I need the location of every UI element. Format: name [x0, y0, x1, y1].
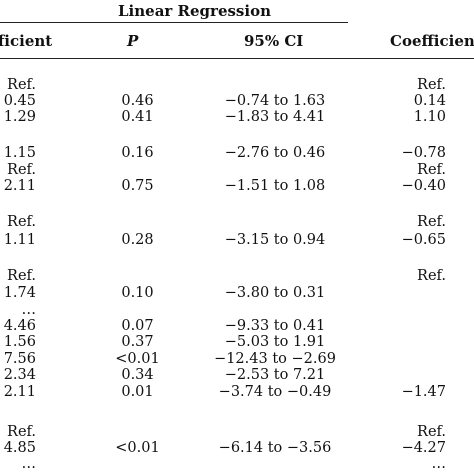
cell-coefficient-2: −0.40 [401, 178, 446, 194]
cell-ci: −2.76 to 0.46 [224, 145, 326, 161]
cell-coefficient-2: Ref. [417, 268, 446, 284]
group-header: Linear Regression [118, 2, 271, 20]
cell-ci: −6.14 to −3.56 [218, 440, 332, 456]
cell-ci: −12.43 to −2.69 [214, 351, 336, 367]
col-header-p: P [127, 32, 139, 50]
table-row: 0.45 0.46 −0.74 to 1.63 0.14 [0, 93, 474, 109]
cell-coefficient: Ref. [7, 77, 36, 93]
col-header-coefficient-2: Coefficient [390, 32, 474, 50]
cell-coefficient: Ref. [7, 268, 36, 284]
cell-coefficient: 7.56 [3, 351, 36, 367]
cell-coefficient: 2.11 [3, 178, 36, 194]
cell-coefficient-2: −1.47 [401, 384, 446, 400]
table-row: …… [0, 456, 474, 472]
cell-p-value: 0.07 [121, 318, 154, 334]
cell-ci: −1.51 to 1.08 [224, 178, 326, 194]
cell-p-value: <0.01 [115, 351, 160, 367]
cell-coefficient-2: 0.14 [413, 93, 446, 109]
cell-coefficient-2: … [431, 456, 447, 472]
table-row: Ref. Ref. [0, 162, 474, 178]
cell-p-value: 0.10 [121, 285, 154, 301]
header-rule [0, 22, 348, 23]
cell-p-value: 0.75 [121, 178, 154, 194]
cell-coefficient-2: Ref. [417, 424, 446, 440]
cell-ci: −3.15 to 0.94 [224, 232, 326, 248]
col-header-coefficient: fficient [0, 32, 53, 50]
cell-coefficient: … [21, 456, 37, 472]
cell-p-value: 0.28 [121, 232, 154, 248]
table-row: 1.74 0.10 −3.80 to 0.31 [0, 285, 474, 301]
cell-coefficient-2: Ref. [417, 214, 446, 230]
cell-ci: −0.74 to 1.63 [224, 93, 326, 109]
cell-coefficient: 1.15 [3, 145, 36, 161]
cell-ci: −2.53 to 7.21 [224, 367, 326, 383]
cell-p-value: 0.34 [121, 367, 154, 383]
cell-coefficient-2: −0.65 [401, 232, 446, 248]
table-row: 1.11 0.28 −3.15 to 0.94 −0.65 [0, 232, 474, 248]
cell-p-value: 0.46 [121, 93, 154, 109]
cell-coefficient: 2.11 [3, 384, 36, 400]
cell-coefficient: 1.11 [3, 232, 36, 248]
cell-ci: −9.33 to 0.41 [224, 318, 326, 334]
table-row: Ref. Ref. [0, 214, 474, 230]
cell-p-value: <0.01 [115, 440, 160, 456]
column-header-rule [0, 58, 474, 59]
table-row: 7.56 <0.01 −12.43 to −2.69 [0, 351, 474, 367]
cell-coefficient: … [21, 302, 37, 318]
cell-coefficient-2: Ref. [417, 77, 446, 93]
cell-p-value: 0.16 [121, 145, 154, 161]
cell-coefficient: 4.46 [3, 318, 36, 334]
cell-ci: −5.03 to 1.91 [224, 334, 326, 350]
cell-coefficient: 4.85 [3, 440, 36, 456]
cell-coefficient: 1.56 [3, 334, 36, 350]
cell-ci: −3.80 to 0.31 [224, 285, 326, 301]
table-row: 2.11 0.01 −3.74 to −0.49 −1.47 [0, 384, 474, 400]
table-row: Ref. Ref. [0, 268, 474, 284]
cell-coefficient: 2.34 [3, 367, 36, 383]
cell-ci: −3.74 to −0.49 [218, 384, 332, 400]
cell-p-value: 0.01 [121, 384, 154, 400]
cell-coefficient: Ref. [7, 214, 36, 230]
cell-coefficient-2: −0.78 [401, 145, 446, 161]
cell-coefficient: Ref. [7, 424, 36, 440]
table-row: 4.85 <0.01 −6.14 to −3.56 −4.27 [0, 440, 474, 456]
table-row: Ref. Ref. [0, 77, 474, 93]
cell-coefficient: 0.45 [3, 93, 36, 109]
column-headers: fficient P 95% CI Coefficient [0, 32, 474, 52]
table-row: 4.46 0.07 −9.33 to 0.41 [0, 318, 474, 334]
table-row: 2.11 0.75 −1.51 to 1.08 −0.40 [0, 178, 474, 194]
cell-ci: −1.83 to 4.41 [224, 109, 326, 125]
table-row: 1.29 0.41 −1.83 to 4.41 1.10 [0, 109, 474, 125]
table-row: 1.15 0.16 −2.76 to 0.46 −0.78 [0, 145, 474, 161]
cell-coefficient: 1.29 [3, 109, 36, 125]
cell-coefficient: 1.74 [3, 285, 36, 301]
table-row: … [0, 302, 474, 318]
cell-p-value: 0.41 [121, 109, 154, 125]
cell-coefficient: Ref. [7, 162, 36, 178]
cell-p-value: 0.37 [121, 334, 154, 350]
cell-coefficient-2: 1.10 [413, 109, 446, 125]
col-header-ci: 95% CI [244, 32, 304, 50]
table-row: Ref. Ref. [0, 424, 474, 440]
table-row: 1.56 0.37 −5.03 to 1.91 [0, 334, 474, 350]
cell-coefficient-2: Ref. [417, 162, 446, 178]
cell-coefficient-2: −4.27 [401, 440, 446, 456]
table-row: 2.34 0.34 −2.53 to 7.21 [0, 367, 474, 383]
